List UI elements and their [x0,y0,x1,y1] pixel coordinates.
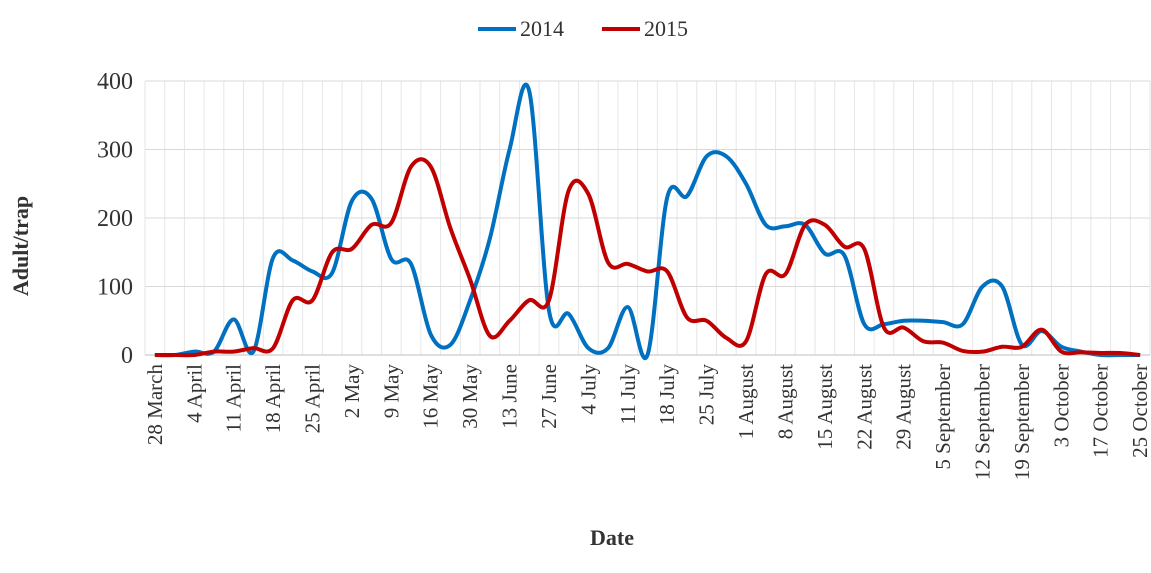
x-axis-label: Date [590,525,634,550]
line [154,82,1141,361]
x-tick-label: 18 April [261,364,285,434]
x-tick-label: 8 August [773,364,797,439]
x-tick-label: 17 October [1089,364,1113,458]
x-tick-label: 25 April [301,364,325,434]
y-tick-label: 100 [97,275,133,301]
x-tick-label: 27 June [537,364,561,429]
y-tick-label: 400 [97,69,133,95]
line [154,157,1141,358]
x-tick-label: 4 April [182,364,206,423]
x-tick-label: 19 September [1010,364,1034,480]
y-tick-label: 200 [97,206,133,232]
x-tick-label: 28 March [143,364,167,446]
x-tick-label: 2 May [340,364,364,419]
x-tick-label: 30 May [458,364,482,429]
x-tick-label: 1 August [734,364,758,439]
x-tick-label: 25 July [695,364,719,426]
x-tick-label: 29 August [892,364,916,450]
x-tick-label: 9 May [379,364,403,419]
x-tick-label: 4 July [576,364,600,415]
x-tick-label: 16 May [419,364,443,429]
x-tick-label: 12 September [971,364,995,480]
x-tick-label: 15 August [813,364,837,450]
y-tick-label: 300 [97,138,133,164]
x-tick-label: 13 June [498,364,522,429]
x-tick-label: 11 April [222,364,246,433]
x-tick-label: 22 August [852,364,876,450]
legend-label: 2015 [644,16,688,41]
y-tick-label: 0 [121,343,133,369]
x-tick-label: 5 September [931,364,955,470]
x-tick-label: 3 October [1049,364,1073,447]
x-tick-label: 11 July [616,364,640,425]
legend-label: 2014 [520,16,564,41]
y-axis-label: Adult/trap [8,196,33,296]
x-tick-label: 18 July [655,364,679,426]
x-tick-label: 25 October [1128,364,1151,458]
